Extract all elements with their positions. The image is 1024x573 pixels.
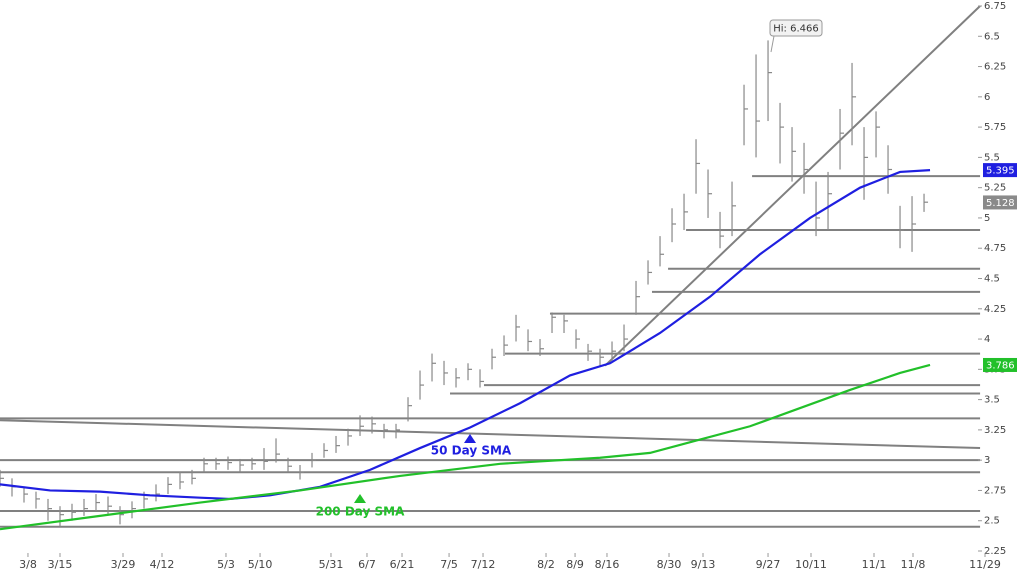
y-tick-label: 6.25 (984, 62, 1006, 73)
x-tick-label: 4/12 (150, 558, 175, 571)
value-tag-label: 5.395 (986, 166, 1015, 177)
y-tick-label: 3 (984, 455, 990, 466)
y-tick-label: 5.5 (984, 152, 1000, 163)
x-tick-label: 6/7 (358, 558, 376, 571)
y-tick-label: 2.5 (984, 516, 1000, 527)
x-tick-label: 3/29 (111, 558, 136, 571)
hi-label-box (769, 19, 823, 37)
y-tick-label: 5.75 (984, 122, 1006, 133)
x-tick-label: 6/21 (390, 558, 415, 571)
x-tick-label: 8/2 (537, 558, 555, 571)
value-tag (983, 357, 1017, 372)
y-tick-label: 3.25 (984, 425, 1006, 436)
y-tick-label: 4.75 (984, 243, 1006, 254)
hi-label-group: Hi: 6.466 (769, 19, 823, 53)
y-tick-label: 4.25 (984, 304, 1006, 315)
hi-label-pointer (770, 35, 775, 53)
y-tick-label: 6.75 (984, 1, 1006, 12)
value-tag (983, 195, 1017, 210)
x-tick-label: 5/31 (319, 558, 344, 571)
x-tick-label: 11/8 (901, 558, 926, 571)
value-tag-label: 3.786 (986, 360, 1015, 371)
y-tick-label: 5 (984, 213, 990, 224)
x-tick-label: 5/3 (217, 558, 235, 571)
y-tick-label: 6.5 (984, 31, 1000, 42)
y-tick-label: 4.5 (984, 274, 1000, 285)
sma200-marker (354, 494, 366, 503)
x-tick-label: 8/16 (595, 558, 620, 571)
x-tick-label: 5/10 (248, 558, 273, 571)
x-tick-label: 9/27 (756, 558, 781, 571)
x-tick-label: 3/15 (48, 558, 73, 571)
y-tick-label: 6 (984, 92, 990, 103)
x-tick-label: 8/30 (657, 558, 682, 571)
x-tick-label: 7/5 (440, 558, 458, 571)
y-tick-label: 2.75 (984, 485, 1006, 496)
y-tick-label: 3.5 (984, 395, 1000, 406)
value-tag-label: 5.128 (986, 198, 1015, 209)
sma-line (0, 363, 931, 531)
y-tick-label: 2.25 (984, 546, 1006, 557)
x-tick-label: 8/9 (566, 558, 584, 571)
sma50-marker (464, 434, 476, 443)
x-tick-label: 10/11 (795, 558, 827, 571)
x-tick-label: 7/12 (471, 558, 496, 571)
x-tick-label: 3/8 (19, 558, 37, 571)
hi-label: Hi: 6.466 (773, 24, 818, 35)
y-tick-label: 5.25 (984, 183, 1006, 194)
sma-line (0, 169, 931, 501)
level-line (0, 419, 981, 450)
x-tick-label: 11/1 (862, 558, 887, 571)
x-tick-label: 9/13 (691, 558, 716, 571)
y-tick-label: 4 (984, 334, 990, 345)
level-line (604, 5, 981, 367)
sma50-label: 50 Day SMA (431, 444, 512, 458)
sma200-label: 200 Day SMA (316, 505, 406, 519)
x-tick-label: 11/29 (969, 558, 1001, 571)
value-tag (983, 163, 1017, 178)
